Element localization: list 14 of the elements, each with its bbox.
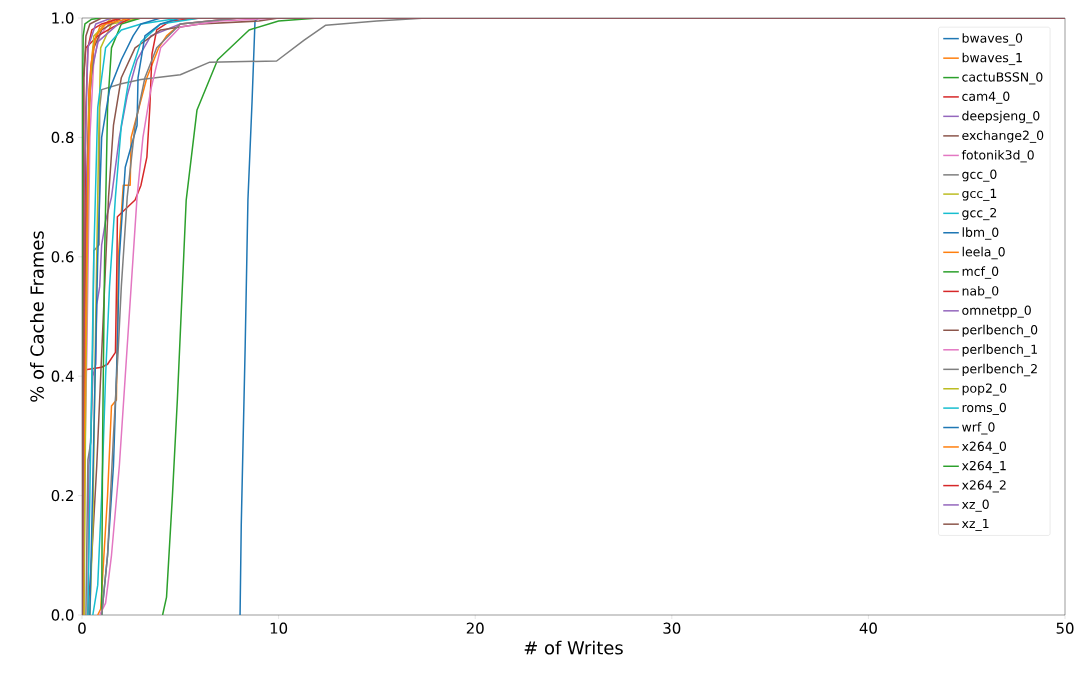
x-tick-label: 20: [466, 622, 484, 634]
x-axis-title: # of Writes: [524, 640, 623, 655]
y-axis-title: % of Cache Frames: [29, 231, 44, 402]
y-tick-label: 0.2: [51, 489, 73, 502]
x-tick-label: 30: [663, 622, 681, 634]
y-tick-label: 0.0: [51, 609, 74, 621]
y-tick-label: 0.6: [51, 251, 74, 263]
y-tick-label: 1.0: [52, 12, 74, 24]
y-tick-label: 0.8: [51, 131, 74, 144]
x-tick-label: 10: [270, 622, 288, 634]
x-tick-label: 40: [859, 622, 877, 634]
x-tick-label: 50: [1056, 622, 1074, 634]
y-tick-label: 0.4: [51, 370, 74, 382]
x-tick-label: 0: [78, 622, 86, 634]
